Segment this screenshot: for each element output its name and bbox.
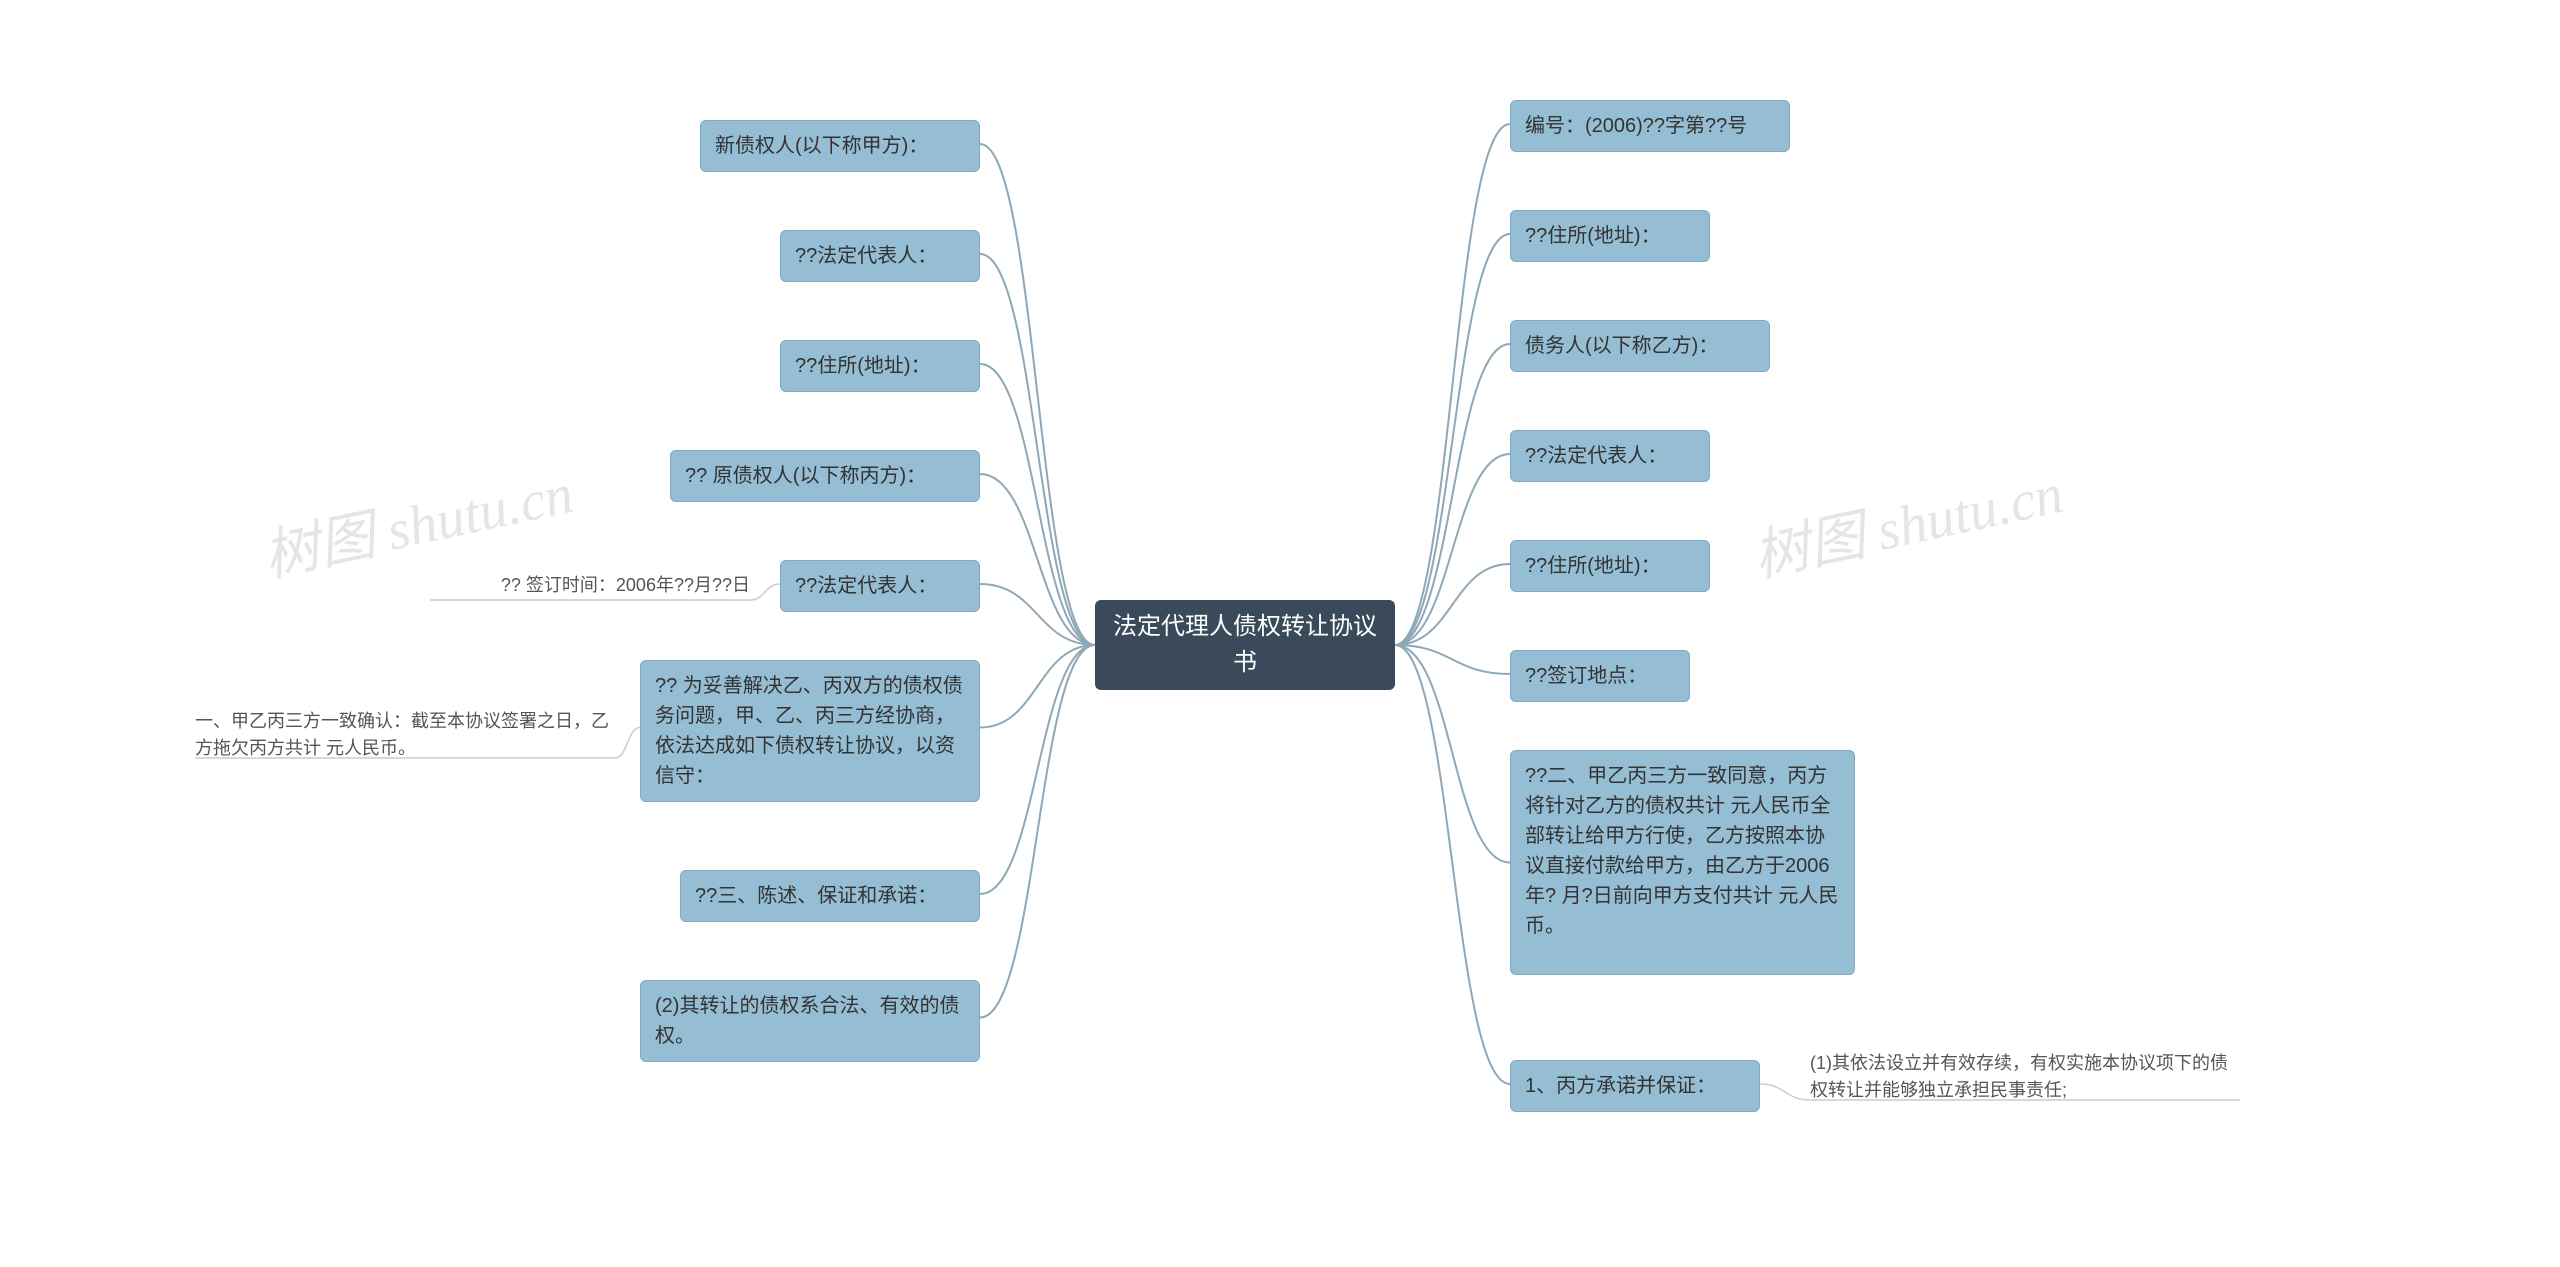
branch-l2: ??法定代表人： bbox=[780, 230, 980, 282]
leaf-r8: (1)其依法设立并有效存续，有权实施本协议项下的债权转让并能够独立承担民事责任; bbox=[1810, 1050, 2240, 1104]
branch-r5: ??住所(地址)： bbox=[1510, 540, 1710, 592]
branch-l4: ?? 原债权人(以下称丙方)： bbox=[670, 450, 980, 502]
root-text-2: 书 bbox=[1233, 649, 1257, 676]
branch-l7: ??三、陈述、保证和承诺： bbox=[680, 870, 980, 922]
branch-l6: ?? 为妥善解决乙、丙双方的债权债务问题，甲、乙、丙三方经协商，依法达成如下债权… bbox=[640, 660, 980, 802]
branch-r3: 债务人(以下称乙方)： bbox=[1510, 320, 1770, 372]
branch-l8: (2)其转让的债权系合法、有效的债权。 bbox=[640, 980, 980, 1062]
branch-l1: 新债权人(以下称甲方)： bbox=[700, 120, 980, 172]
branch-l3: ??住所(地址)： bbox=[780, 340, 980, 392]
branch-r6: ??签订地点： bbox=[1510, 650, 1690, 702]
branch-r8: 1、丙方承诺并保证： bbox=[1510, 1060, 1760, 1112]
branch-r2: ??住所(地址)： bbox=[1510, 210, 1710, 262]
leaf-l6: 一、甲乙丙三方一致确认：截至本协议签署之日，乙方拖欠丙方共计 元人民币。 bbox=[195, 708, 615, 762]
root-text-1: 法定代理人债权转让协议 bbox=[1113, 613, 1377, 640]
leaf-l5: ?? 签订时间：2006年??月??日 bbox=[430, 572, 750, 599]
root-node: 法定代理人债权转让协议 书 bbox=[1095, 600, 1395, 690]
branch-r4: ??法定代表人： bbox=[1510, 430, 1710, 482]
branch-r1: 编号：(2006)??字第??号 bbox=[1510, 100, 1790, 152]
watermark-2: 树图 shutu.cn bbox=[1745, 448, 2069, 593]
branch-l5: ??法定代表人： bbox=[780, 560, 980, 612]
branch-r7: ??二、甲乙丙三方一致同意，丙方将针对乙方的债权共计 元人民币全部转让给甲方行使… bbox=[1510, 750, 1855, 975]
